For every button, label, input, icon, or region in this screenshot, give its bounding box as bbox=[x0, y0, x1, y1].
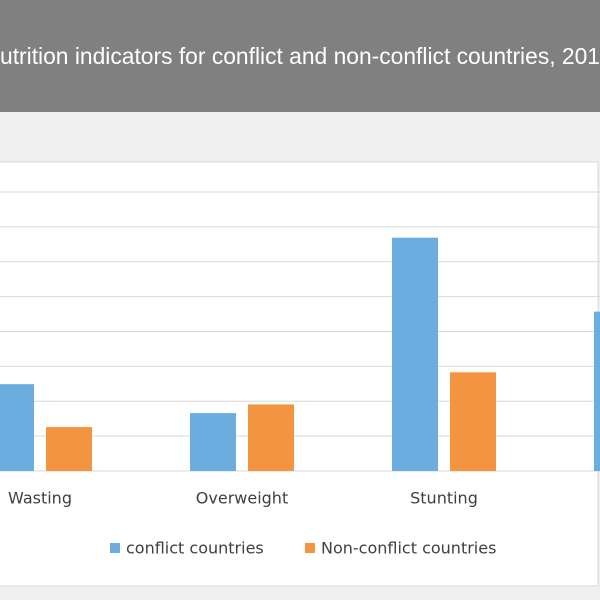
legend-label: conflict countries bbox=[126, 539, 264, 558]
header-band bbox=[0, 0, 600, 112]
bar bbox=[392, 237, 438, 471]
bar bbox=[46, 427, 92, 471]
x-tick-label: Overweight bbox=[196, 489, 288, 508]
bar bbox=[594, 311, 600, 471]
chart-panel bbox=[0, 161, 599, 587]
x-tick-label: Wasting bbox=[8, 489, 72, 508]
chart-title: utrition indicators for conflict and non… bbox=[0, 43, 600, 69]
bar bbox=[0, 384, 34, 471]
legend-label: Non-conflict countries bbox=[321, 539, 496, 558]
x-tick-label: Stunting bbox=[410, 489, 478, 508]
legend-swatch bbox=[305, 543, 315, 553]
legend-swatch bbox=[110, 543, 120, 553]
bar bbox=[450, 372, 496, 471]
bar bbox=[248, 404, 294, 471]
bar bbox=[190, 413, 236, 471]
